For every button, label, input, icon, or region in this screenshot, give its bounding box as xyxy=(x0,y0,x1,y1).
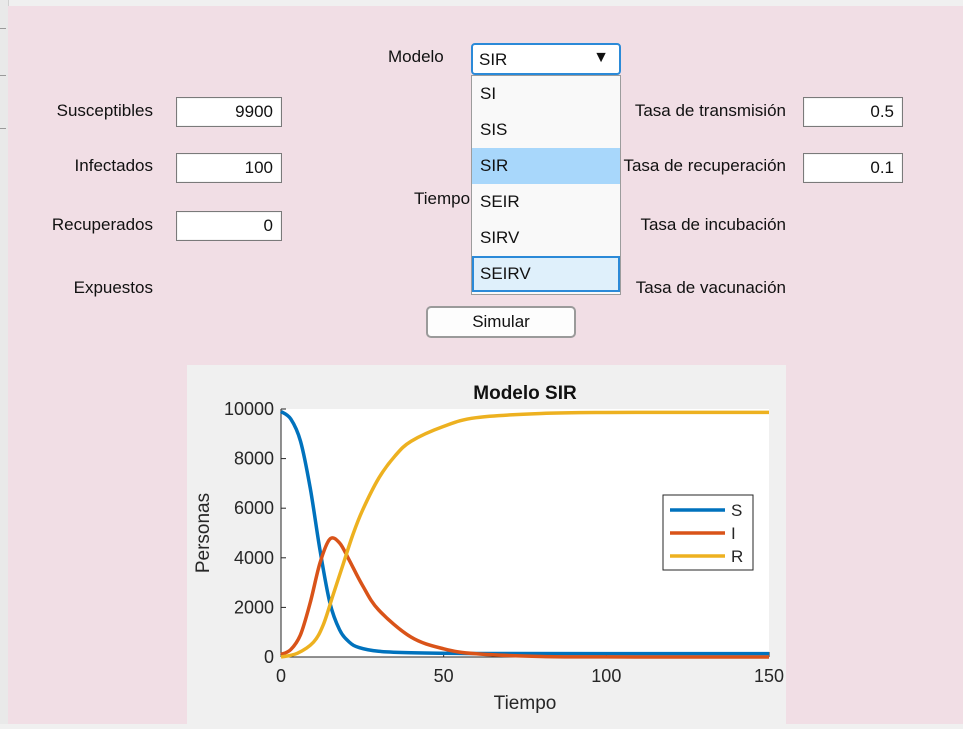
y-tick-label: 0 xyxy=(264,647,274,667)
expuestos-label: Expuestos xyxy=(73,278,153,297)
sir-chart: 0 50 100 150 0 2000 4000 6000 8000 10000 Modelo SI… xyxy=(193,383,784,714)
series-line-i xyxy=(280,536,770,659)
tasa-incubacion-label: Tasa de incubación xyxy=(640,215,786,234)
tasa-recuperacion-input[interactable] xyxy=(803,153,903,183)
chart-title: Modelo SIR xyxy=(473,383,577,404)
y-tick-label: 8000 xyxy=(234,449,274,469)
dropdown-option-sis[interactable]: SIS xyxy=(480,120,508,139)
tasa-transmision-label: Tasa de transmisión xyxy=(634,101,786,120)
simular-button[interactable]: Simular xyxy=(426,306,576,338)
dropdown-option-sirv[interactable]: SIRV xyxy=(480,228,520,247)
x-tick-label: 150 xyxy=(754,666,784,686)
x-tick-label: 0 xyxy=(276,666,286,686)
tasa-recuperacion-label: Tasa de recuperación xyxy=(623,156,786,175)
dropdown-arrow-icon[interactable]: ▼ xyxy=(593,49,609,66)
y-tick-label: 4000 xyxy=(234,548,274,568)
y-axis-label: Personas xyxy=(193,493,214,573)
tasa-vacunacion-label: Tasa de vacunación xyxy=(635,278,786,297)
dropdown-option-si[interactable]: SI xyxy=(480,84,497,103)
x-axis-label: Tiempo xyxy=(494,693,557,714)
y-tick-label: 2000 xyxy=(234,597,274,617)
susceptibles-input[interactable] xyxy=(176,97,282,127)
edge-mark xyxy=(0,128,6,129)
infectados-input[interactable] xyxy=(176,153,282,183)
legend-label-s: S xyxy=(731,501,742,520)
dropdown-option-seir[interactable]: SEIR xyxy=(480,192,520,211)
tasa-transmision-input[interactable] xyxy=(803,97,903,127)
dropdown-option-sir[interactable]: SIR xyxy=(472,148,620,184)
series-line-s xyxy=(279,410,770,656)
modelo-dropdown-list: SI SIS SIR SEIR SIRV SEIRV xyxy=(471,75,621,295)
legend-label-i: I xyxy=(731,524,736,543)
x-tick-label: 100 xyxy=(591,666,621,686)
edge-mark xyxy=(0,75,6,76)
modelo-dropdown-value: SIR xyxy=(479,50,508,69)
susceptibles-label: Susceptibles xyxy=(56,101,153,120)
legend-label-r: R xyxy=(731,547,743,566)
series-line-r xyxy=(280,410,770,659)
x-tick-label: 50 xyxy=(434,666,454,686)
chart-area: 0 50 100 150 0 2000 4000 6000 8000 10000 Modelo SI… xyxy=(187,365,786,724)
recuperados-label: Recuperados xyxy=(51,215,153,234)
modelo-label: Modelo xyxy=(388,47,444,66)
tiempo-label: Tiempo xyxy=(414,189,471,208)
dropdown-option-seirv[interactable]: SEIRV xyxy=(472,256,620,292)
y-tick-label: 10000 xyxy=(224,399,274,419)
infectados-label: Infectados xyxy=(74,156,153,175)
y-tick-label: 6000 xyxy=(234,498,274,518)
edge-mark xyxy=(0,28,6,29)
modelo-dropdown[interactable]: SIR ▼ xyxy=(471,43,621,75)
recuperados-input[interactable] xyxy=(176,211,282,241)
